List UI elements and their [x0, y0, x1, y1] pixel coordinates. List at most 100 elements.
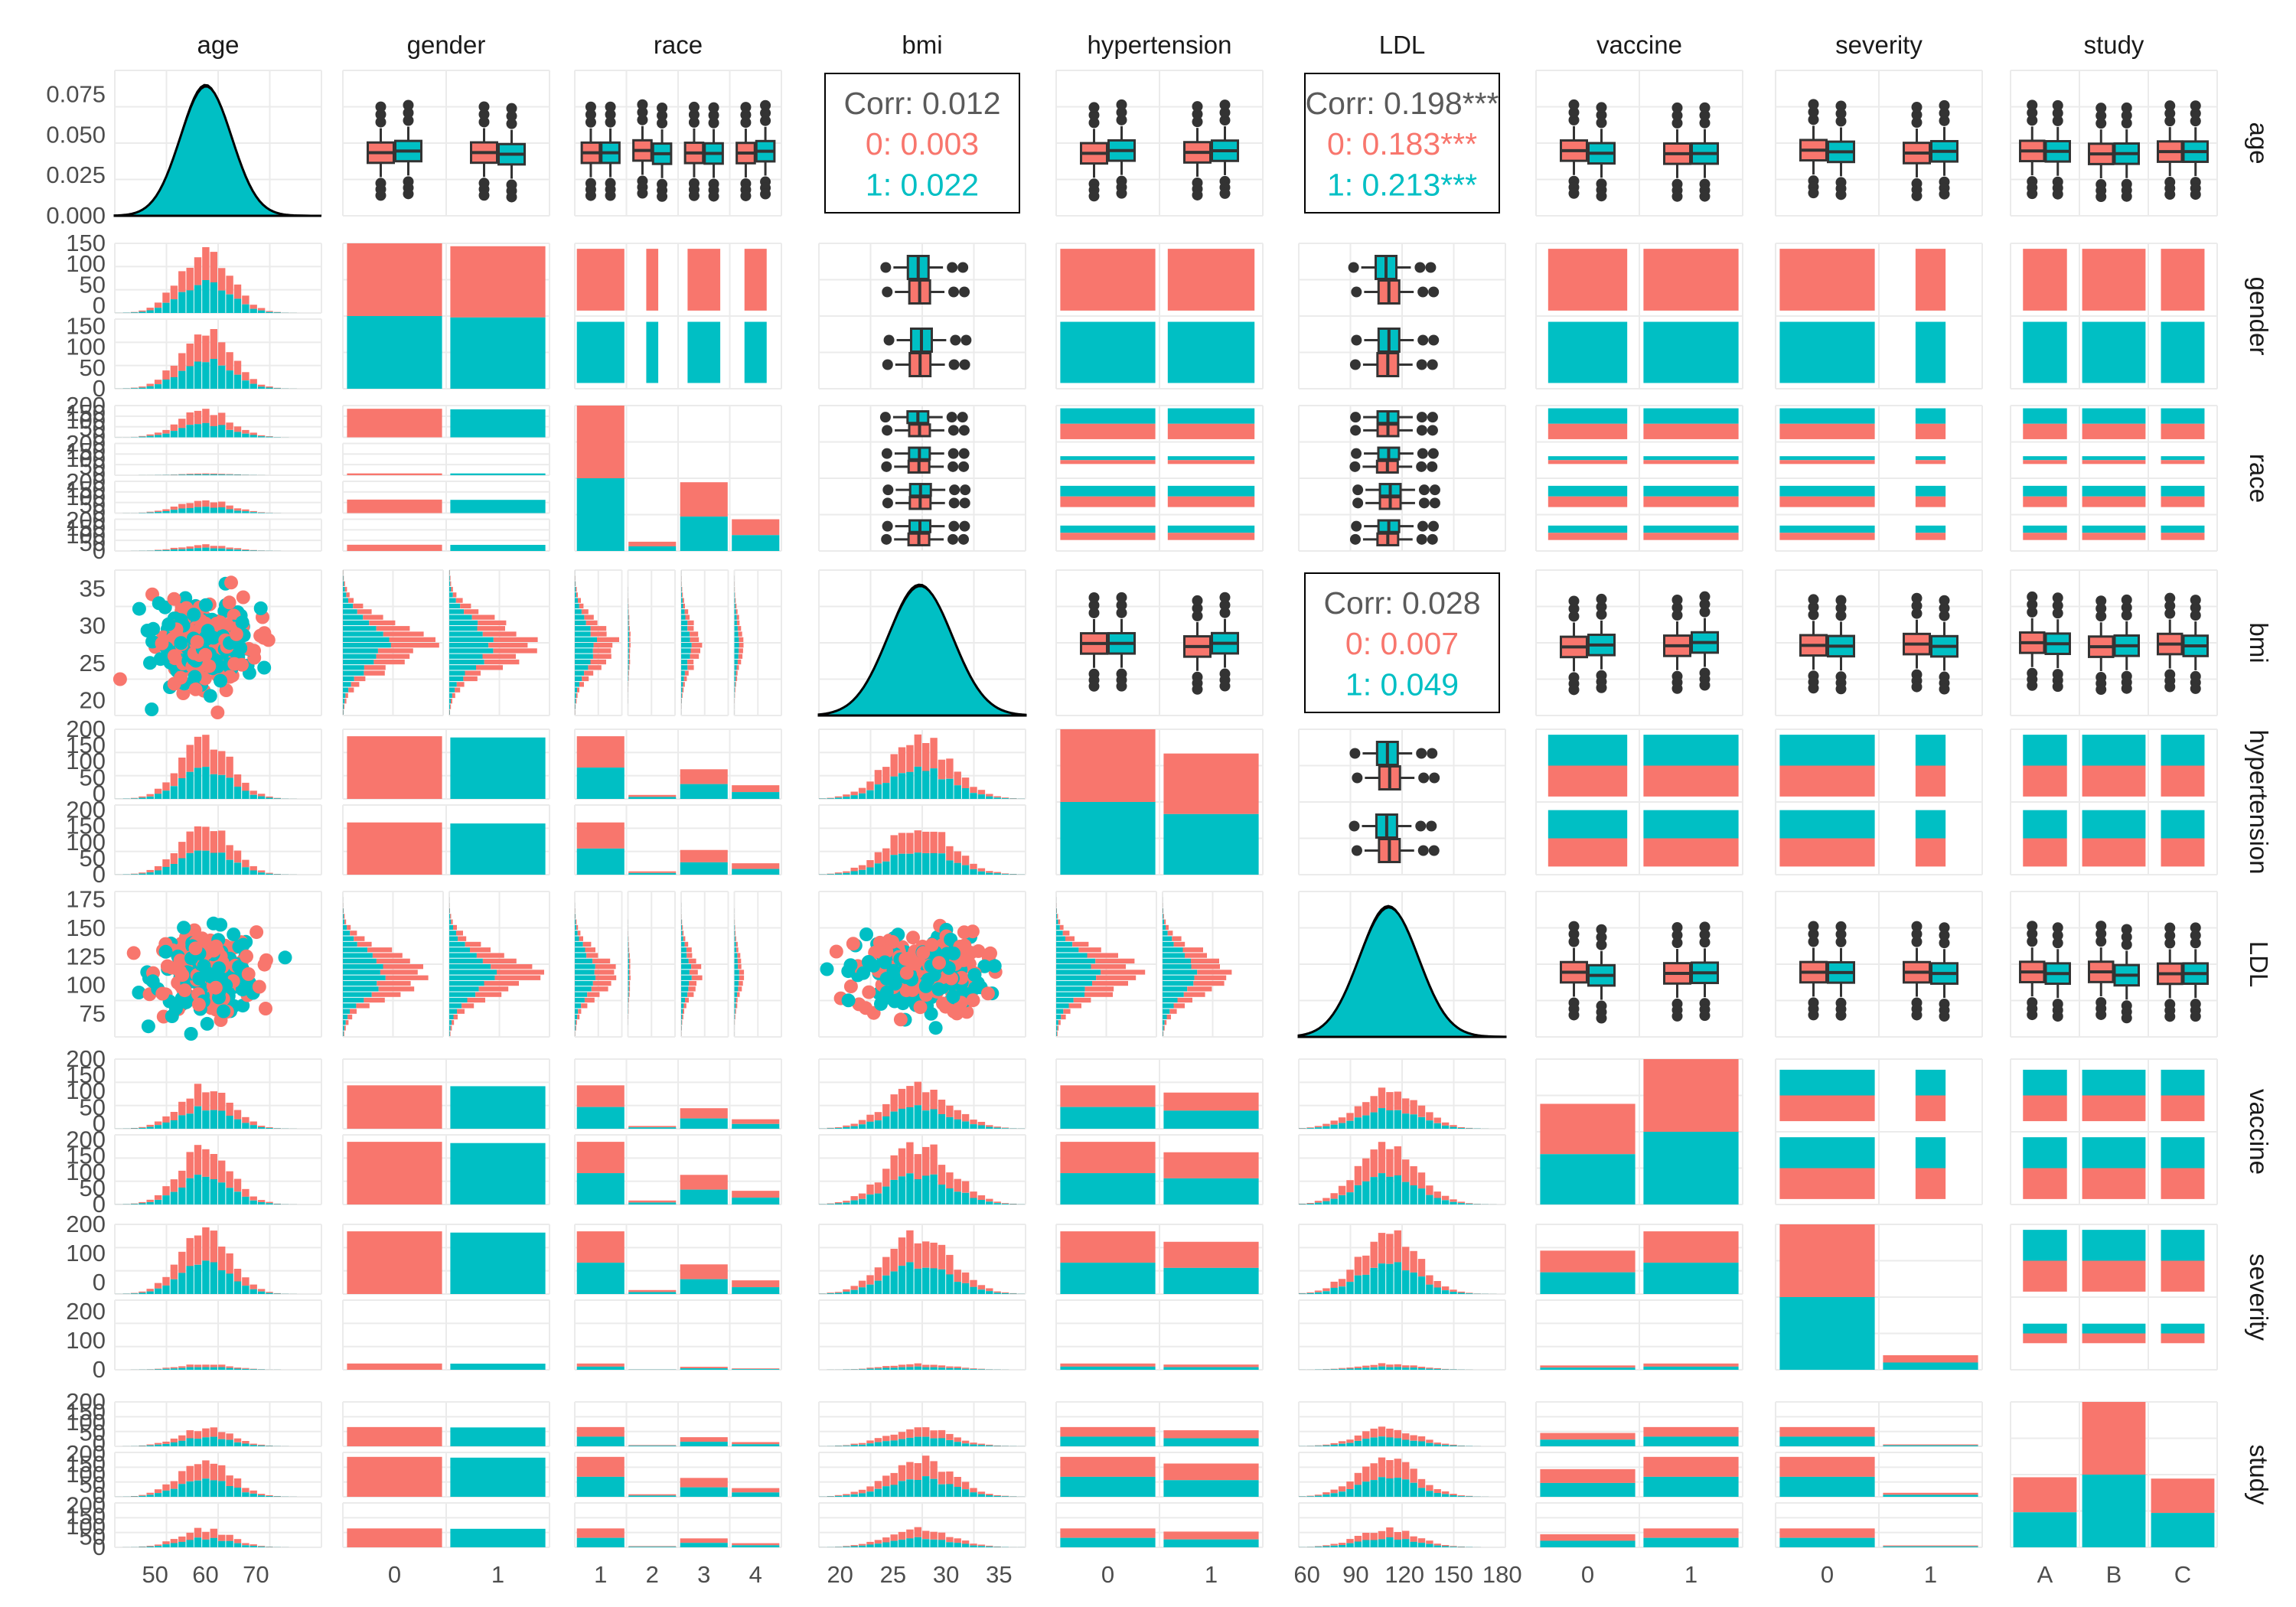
panel-race-LDL — [1298, 405, 1506, 552]
histogram-bar-group-1 — [242, 867, 249, 875]
histogram-bar-group-1 — [343, 953, 373, 958]
scatter-point — [913, 1000, 928, 1015]
histogram-bar-group-1 — [850, 1200, 858, 1204]
correlation-group-0: 0: 0.183*** — [1327, 126, 1477, 161]
histogram-bar-group-1 — [1378, 1173, 1386, 1204]
histogram-bar-group-0 — [930, 1242, 938, 1269]
panel-vaccine-bmi — [818, 1058, 1026, 1205]
histogram-bar-group-0 — [345, 1020, 349, 1025]
outlier — [1568, 684, 1580, 696]
outlier — [1088, 599, 1100, 611]
histogram-bar-group-1 — [178, 508, 186, 513]
histogram-bar-group-0 — [688, 958, 696, 963]
histogram-bar-group-0 — [946, 846, 954, 861]
histogram-bar-group-1 — [874, 1280, 882, 1294]
histogram-bar-group-0 — [249, 379, 257, 384]
outlier — [637, 99, 648, 110]
outlier — [1808, 106, 1819, 118]
outlier — [657, 109, 668, 121]
histogram-bar-group-1 — [835, 1446, 842, 1447]
facet-bar-group-1 — [1643, 1263, 1739, 1294]
histogram-bar-group-1 — [343, 970, 380, 975]
facet-bar — [450, 545, 546, 551]
panel-severity-vaccine — [1535, 1224, 1743, 1371]
facet-bar-group-0 — [576, 1456, 625, 1477]
facet-bar-group-0 — [732, 863, 780, 869]
histogram-bar-group-0 — [1417, 1259, 1426, 1276]
facet-bar-group-0 — [1163, 1364, 1259, 1367]
histogram-bar-group-1 — [1314, 1202, 1322, 1204]
histogram-bar-group-0 — [218, 268, 226, 291]
facet-bar-group-0 — [1060, 1085, 1156, 1107]
histogram-bar-group-1 — [343, 947, 368, 953]
histogram-bar-group-1 — [178, 1115, 186, 1129]
histogram-bar-group-1 — [202, 850, 210, 875]
histogram-bar-group-0 — [475, 992, 502, 997]
histogram-bar-group-0 — [162, 429, 170, 434]
histogram-bar-group-1 — [218, 1481, 226, 1497]
histogram-bar-group-1 — [242, 304, 249, 313]
histogram-bar-group-0 — [1394, 1230, 1401, 1263]
histogram-bar-group-0 — [218, 830, 226, 853]
histogram-bar-group-0 — [690, 631, 699, 637]
histogram-bar-group-0 — [210, 329, 217, 359]
outlier — [1417, 286, 1429, 298]
histogram-bar-group-1 — [986, 796, 993, 799]
histogram-bar-group-1 — [449, 614, 472, 620]
histogram-bar-group-0 — [233, 1110, 242, 1120]
facet-bar-group-0 — [680, 1264, 728, 1279]
histogram-bar-group-0 — [738, 654, 743, 659]
facet-bar-group-1 — [576, 768, 625, 799]
histogram-bar-group-0 — [629, 643, 631, 648]
outlier — [708, 191, 719, 202]
tile-group-0 — [1915, 838, 1946, 867]
facet-bar — [347, 822, 442, 875]
histogram-bar-group-0 — [450, 581, 452, 586]
panel-hypertension-age — [114, 729, 322, 875]
histogram-bar-group-1 — [1346, 1282, 1354, 1294]
outlier — [375, 109, 386, 120]
histogram-bar-group-0 — [233, 774, 242, 787]
scatter-point — [235, 615, 249, 630]
outlier — [1568, 99, 1580, 110]
histogram-bar-group-1 — [449, 670, 465, 676]
histogram-bar-group-0 — [993, 1201, 1001, 1204]
histogram-bar-group-0 — [194, 500, 202, 507]
outlier — [1835, 100, 1847, 112]
outlier — [959, 520, 970, 532]
histogram-bar-group-1 — [343, 581, 344, 586]
histogram-bar-group-1 — [218, 1367, 226, 1370]
histogram-bar-group-0 — [970, 787, 977, 794]
facet-bar-group-0 — [1060, 1231, 1156, 1263]
histogram-bar-group-1 — [1163, 958, 1191, 963]
tile — [1779, 321, 1875, 383]
outlier — [1418, 484, 1430, 496]
facet-bar-group-1 — [576, 1537, 625, 1547]
histogram-bar-group-0 — [186, 1098, 194, 1114]
outlier — [2121, 594, 2132, 605]
histogram-bar-group-1 — [874, 784, 882, 799]
outlier — [2027, 591, 2038, 602]
panel-age-severity — [1775, 70, 1983, 217]
outlier — [948, 520, 960, 532]
histogram-bar-group-1 — [449, 924, 453, 931]
histogram-bar-group-1 — [681, 603, 683, 609]
histogram-bar-group-0 — [738, 964, 742, 970]
facet-bar-group-0 — [628, 794, 677, 797]
histogram-bar-group-0 — [850, 791, 858, 796]
panel-severity-age — [114, 1224, 322, 1371]
facet-bar — [450, 409, 546, 438]
histogram-bar-group-1 — [890, 1367, 898, 1370]
density-group-1 — [1297, 906, 1507, 1038]
histogram-bar-group-1 — [449, 603, 461, 609]
tile-group-1 — [2082, 1069, 2146, 1096]
outlier — [2164, 189, 2176, 200]
tile-group-0 — [2161, 1095, 2205, 1122]
outlier — [2164, 100, 2176, 112]
outlier — [1939, 610, 1950, 621]
histogram-bar-group-0 — [914, 1154, 921, 1180]
histogram-bar-group-0 — [364, 997, 385, 1003]
outlier — [2164, 116, 2176, 127]
histogram-bar-group-0 — [242, 429, 249, 434]
scatter-point — [932, 956, 946, 970]
